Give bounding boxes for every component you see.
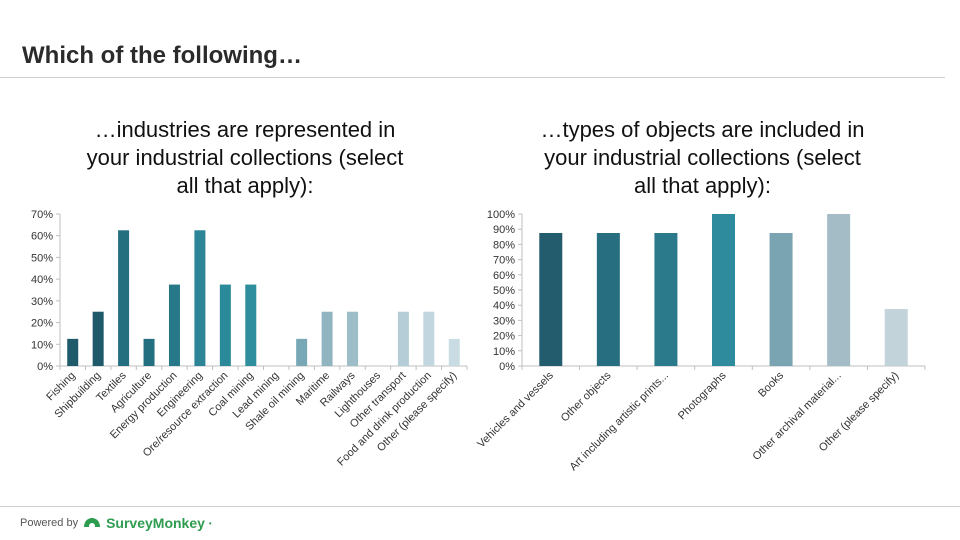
right-y-tick-label: 0% — [499, 361, 515, 373]
right-y-tick-label: 10% — [493, 346, 515, 358]
right-category-label: Books — [756, 369, 786, 399]
left-bar — [423, 311, 435, 366]
left-bar — [296, 338, 308, 366]
left-y-tick-label: 40% — [31, 274, 53, 286]
right-y-tick-label: 30% — [493, 315, 515, 327]
left-chart-title: …industries are represented in your indu… — [60, 116, 430, 200]
left-bar — [168, 284, 180, 366]
right-y-tick-label: 90% — [493, 224, 515, 236]
surveymonkey-logo-icon — [84, 518, 101, 529]
right-y-tick-label: 70% — [493, 255, 515, 267]
left-y-tick-label: 70% — [31, 209, 53, 221]
right-bar — [539, 233, 563, 366]
left-chart-title-line: …industries are represented in — [94, 117, 396, 142]
right-y-tick-label: 50% — [493, 285, 515, 297]
right-y-tick-label: 100% — [487, 209, 515, 221]
right-bar — [827, 214, 851, 366]
left-bar — [118, 230, 130, 366]
slide-title: Which of the following… — [22, 42, 302, 69]
left-y-tick-label: 0% — [37, 361, 53, 373]
right-y-tick-label: 60% — [493, 270, 515, 282]
left-y-tick-label: 50% — [31, 252, 53, 264]
left-y-tick-label: 20% — [31, 318, 53, 330]
right-bar — [884, 309, 908, 366]
left-bar — [143, 338, 155, 366]
brand-mark: • — [208, 518, 212, 528]
left-chart-title-line: all that apply): — [176, 173, 314, 198]
right-chart-title-line: all that apply): — [634, 173, 771, 198]
right-y-tick-label: 20% — [493, 331, 515, 343]
right-category-label: Photographs — [676, 369, 729, 422]
right-category-label: Other objects — [559, 369, 614, 424]
left-y-tick-label: 10% — [31, 339, 53, 351]
powered-by-label: Powered by — [20, 517, 79, 529]
right-bar — [769, 233, 793, 366]
left-bar — [347, 311, 359, 366]
right-y-tick-label: 80% — [493, 239, 515, 251]
left-bar — [194, 230, 206, 366]
left-bar — [67, 338, 79, 366]
brand-name: SurveyMonkey — [106, 515, 205, 531]
left-bar — [321, 311, 333, 366]
right-bar — [654, 233, 678, 366]
left-bar — [219, 284, 231, 366]
left-y-tick-label: 60% — [31, 231, 53, 243]
left-bar — [245, 284, 257, 366]
left-y-tick-label: 30% — [31, 296, 53, 308]
right-category-label: Art including artistic prints... — [567, 370, 671, 474]
right-bar — [596, 233, 620, 366]
right-category-label: Vehicles and vessels — [475, 369, 556, 450]
footer-divider — [0, 506, 960, 507]
left-bar — [92, 311, 104, 366]
right-chart-title-line: …types of objects are included in — [540, 117, 865, 142]
title-divider — [0, 77, 945, 78]
left-bar — [448, 338, 460, 366]
right-chart-title: …types of objects are included in your i… — [515, 116, 890, 200]
left-bar — [397, 311, 409, 366]
right-y-tick-label: 40% — [493, 300, 515, 312]
charts-canvas: 0%10%20%30%40%50%60%70%FishingShipbuildi… — [31, 209, 926, 474]
footer: Powered by SurveyMonkey • — [20, 513, 212, 533]
left-chart-title-line: your industrial collections (select — [86, 145, 404, 170]
right-bar — [712, 214, 735, 366]
right-chart-title-line: your industrial collections (select — [544, 145, 861, 170]
